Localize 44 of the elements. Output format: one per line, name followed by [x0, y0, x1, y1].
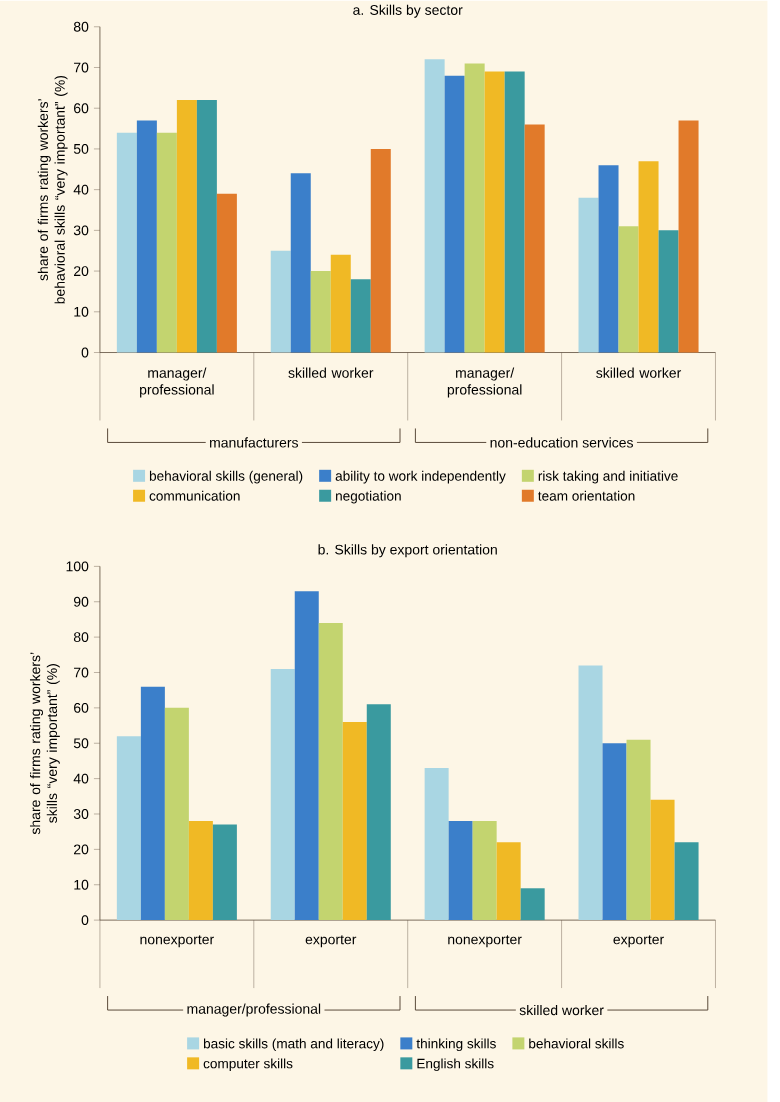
bar — [310, 271, 331, 353]
bar — [176, 100, 197, 353]
bar — [504, 71, 525, 353]
bar — [116, 736, 141, 921]
bar — [424, 768, 449, 921]
bar — [370, 148, 391, 353]
bar — [658, 230, 679, 353]
bar — [650, 799, 675, 921]
bar — [678, 120, 699, 353]
bar — [524, 124, 545, 353]
bar — [156, 132, 177, 353]
bar — [270, 250, 291, 353]
bar — [350, 279, 371, 353]
bar — [598, 165, 619, 353]
bar — [464, 63, 485, 353]
bar — [674, 842, 699, 921]
bar — [270, 668, 295, 921]
bar — [496, 842, 521, 921]
bar — [212, 824, 237, 921]
bar — [448, 821, 473, 921]
bar — [520, 888, 545, 921]
bar — [638, 161, 659, 353]
bar — [578, 665, 603, 921]
bar — [318, 622, 343, 921]
bar — [444, 75, 465, 353]
bar — [294, 591, 319, 921]
bar — [164, 707, 189, 921]
bar — [136, 120, 157, 353]
bar — [484, 71, 505, 353]
bar — [116, 132, 137, 353]
bar — [472, 821, 497, 921]
bar — [140, 686, 165, 921]
bar — [216, 193, 237, 353]
bar — [366, 704, 391, 921]
bar — [330, 254, 351, 353]
bar — [578, 197, 599, 353]
bar — [424, 59, 445, 353]
bar — [290, 173, 311, 353]
bar — [626, 739, 651, 921]
bar — [342, 722, 367, 921]
bar — [602, 743, 627, 921]
bar — [188, 821, 213, 921]
bar — [196, 100, 217, 353]
bar — [618, 226, 639, 353]
